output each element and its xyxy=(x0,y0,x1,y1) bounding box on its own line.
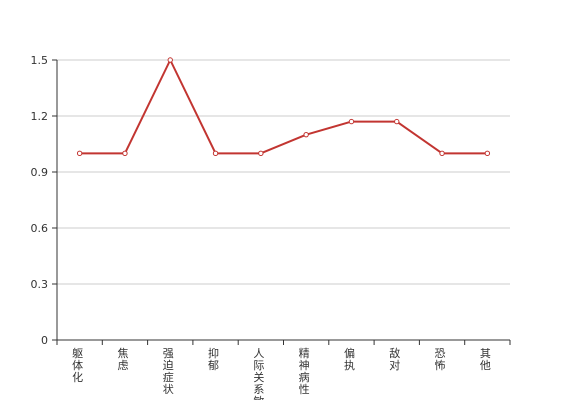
y-axis: 0 0.3 0.6 0.9 1.2 1.5 xyxy=(31,54,58,347)
x-tick-label: 偏执 xyxy=(344,346,355,372)
data-point[interactable] xyxy=(439,150,445,157)
y-tick-label: 1.2 xyxy=(31,110,49,123)
series-layer xyxy=(76,57,491,157)
x-tick-label: 其他 xyxy=(480,347,491,372)
data-point[interactable] xyxy=(76,150,83,157)
x-tick-label: 精神病性 xyxy=(299,347,310,396)
y-gridlines xyxy=(57,59,510,285)
series-line xyxy=(79,59,488,155)
y-tick-label: 1.5 xyxy=(31,54,49,67)
y-tick-label: 0.6 xyxy=(31,222,49,235)
data-point[interactable] xyxy=(167,57,173,63)
x-tick-label: 躯体化 xyxy=(72,347,83,384)
x-tick-label: 敌对 xyxy=(389,346,400,372)
x-axis: 躯体化 焦虑 强迫症状 抑郁 人际关系敏感 精神病性 偏执 敌对 恐怖 其他 xyxy=(56,339,511,400)
data-point[interactable] xyxy=(212,150,219,157)
data-point[interactable] xyxy=(394,118,400,125)
x-tick-label: 焦虑 xyxy=(117,347,128,372)
data-point[interactable] xyxy=(484,150,491,157)
data-point[interactable] xyxy=(258,150,264,157)
x-tick-label: 强迫症状 xyxy=(163,347,174,396)
x-tick-label: 抑郁 xyxy=(208,346,219,372)
y-tick-label: 0.3 xyxy=(31,278,49,291)
data-point[interactable] xyxy=(122,150,128,157)
x-tick-label: 恐怖 xyxy=(435,347,446,372)
data-point[interactable] xyxy=(348,118,355,125)
y-tick-label: 0.9 xyxy=(31,166,49,179)
data-point[interactable] xyxy=(303,131,309,138)
y-tick-label: 0 xyxy=(41,334,48,347)
x-tick-label: 人际关系敏感 xyxy=(253,347,264,400)
